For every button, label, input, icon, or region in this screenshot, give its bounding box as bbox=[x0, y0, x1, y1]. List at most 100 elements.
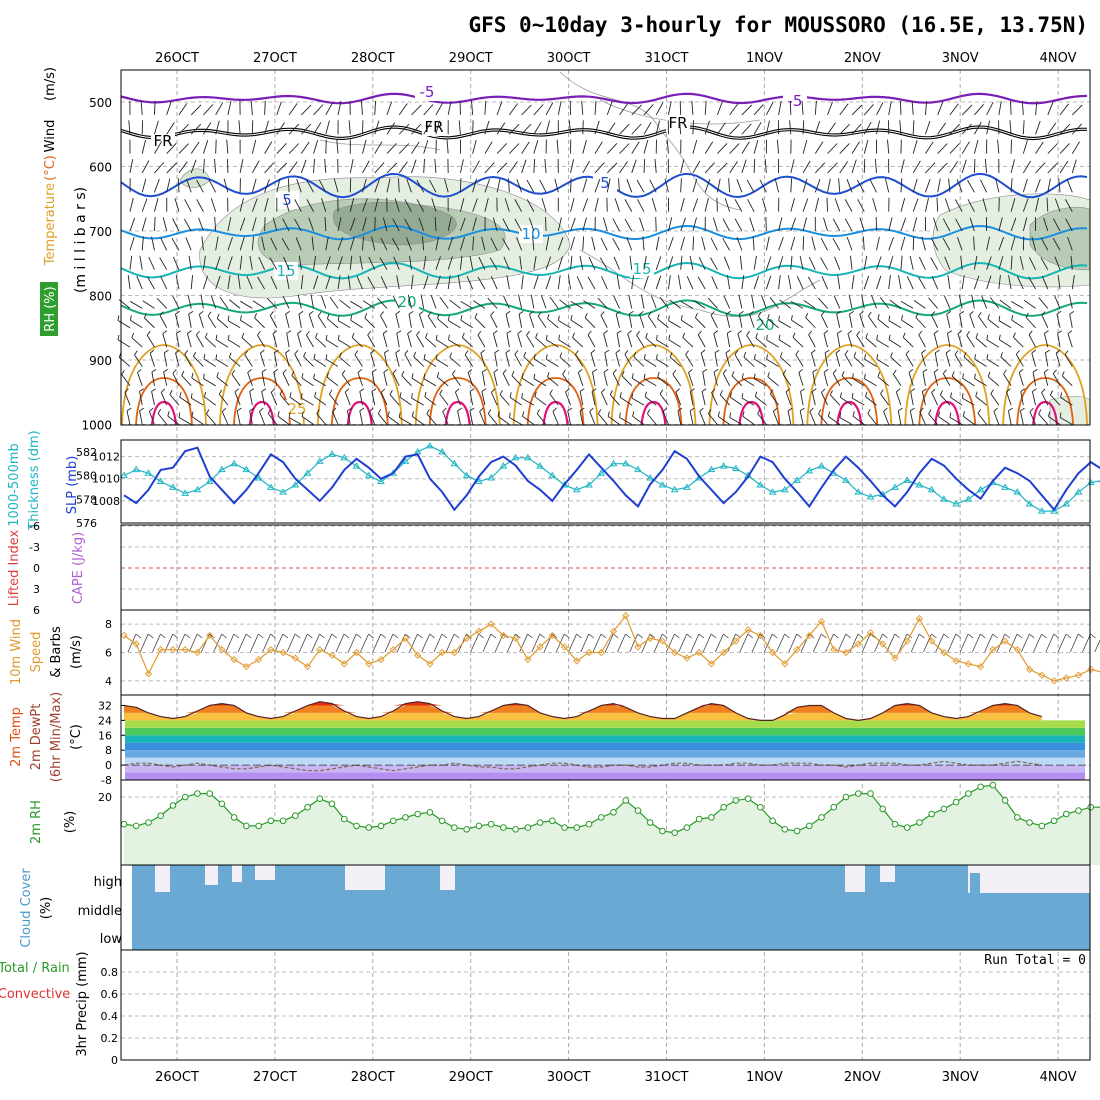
wind-barb bbox=[1041, 314, 1049, 328]
wind-barb bbox=[802, 198, 809, 212]
wind10m-point bbox=[365, 660, 373, 668]
wind-barb bbox=[1065, 199, 1073, 212]
thickness-point bbox=[450, 459, 459, 467]
wind-barb bbox=[466, 276, 474, 290]
wind-barb-flag bbox=[279, 389, 283, 395]
wind-barb bbox=[471, 100, 474, 115]
wind-barb-flag bbox=[298, 311, 304, 315]
wind-barb-flag bbox=[643, 354, 646, 360]
wind-barb bbox=[930, 257, 939, 270]
wind-barb bbox=[827, 122, 836, 135]
wind-barb bbox=[215, 358, 229, 367]
isotherm-minus5 bbox=[120, 92, 1088, 105]
wind-barb-flag bbox=[905, 350, 910, 355]
wind-barb bbox=[1047, 122, 1057, 135]
wind-barb bbox=[435, 358, 449, 367]
wind-barb bbox=[178, 417, 192, 425]
wind-barb-flag bbox=[437, 313, 440, 319]
wind-barb bbox=[134, 354, 143, 367]
wind-barb bbox=[861, 294, 865, 309]
wind-barb bbox=[734, 199, 743, 212]
wind-barb bbox=[339, 356, 351, 367]
wind-barb bbox=[459, 236, 465, 251]
wind-barb bbox=[215, 139, 217, 154]
wind-barb bbox=[344, 391, 351, 406]
wind-barb bbox=[1018, 372, 1024, 386]
wind-barb bbox=[897, 410, 902, 425]
rh-point bbox=[854, 790, 862, 797]
wind-barb bbox=[371, 371, 376, 386]
wind-barb-flag bbox=[957, 330, 963, 335]
wind-barb-flag bbox=[326, 372, 330, 378]
wind-barb bbox=[778, 275, 781, 290]
wind-barb bbox=[484, 120, 490, 135]
wind-barb bbox=[490, 392, 498, 406]
wind10m-barb bbox=[262, 633, 271, 653]
wind-barb bbox=[729, 417, 743, 425]
wind-barb bbox=[834, 256, 841, 270]
wind-barb-flag bbox=[945, 349, 951, 354]
wind-barb bbox=[614, 198, 620, 212]
wind-barb bbox=[201, 236, 204, 251]
wind10m-point bbox=[1038, 671, 1046, 679]
rh-point bbox=[194, 790, 201, 797]
thickness-point bbox=[719, 462, 728, 469]
wind10m-barb bbox=[127, 633, 137, 653]
wind-barb-flag bbox=[1064, 350, 1069, 355]
wind-barb bbox=[310, 294, 315, 309]
temp-band bbox=[125, 727, 1085, 736]
wind-barb-flag bbox=[865, 391, 868, 397]
wind-barb bbox=[535, 337, 547, 348]
wind-barb bbox=[386, 162, 398, 174]
wind-barb bbox=[399, 417, 412, 425]
rh-point bbox=[744, 795, 752, 803]
wind10m-point bbox=[450, 648, 459, 657]
wind-barb bbox=[1023, 299, 1036, 309]
wind-barb bbox=[518, 313, 523, 328]
wind-barb bbox=[175, 275, 180, 290]
thickness-point bbox=[683, 483, 691, 490]
thickness-point bbox=[315, 457, 324, 464]
wind-barb bbox=[426, 413, 437, 425]
wind10m-point bbox=[206, 631, 214, 640]
wind-barb-flag bbox=[469, 407, 475, 412]
wind-barb bbox=[1058, 178, 1061, 193]
wind-barb bbox=[680, 197, 685, 212]
wind-barb bbox=[496, 143, 508, 154]
wind-barb bbox=[227, 320, 241, 329]
wind-barb bbox=[1021, 100, 1024, 115]
wind10m-point bbox=[622, 612, 630, 620]
wind10m-barb bbox=[617, 633, 626, 653]
wind-barb-flag bbox=[517, 330, 522, 335]
wind-barb bbox=[594, 197, 599, 212]
temp2m-unit: (°C) bbox=[69, 724, 84, 750]
wind-barb bbox=[276, 162, 288, 174]
wind10m-barb bbox=[947, 633, 957, 653]
wind-barb bbox=[1054, 295, 1061, 309]
wind10m-point bbox=[157, 646, 165, 654]
wind10m-barb bbox=[213, 633, 223, 653]
wind-barb-flag bbox=[892, 369, 897, 375]
wind-barb-flag bbox=[978, 311, 982, 317]
rh-point bbox=[414, 810, 422, 818]
wind-barb bbox=[1010, 178, 1013, 193]
wind10m-barb bbox=[531, 633, 541, 653]
wind-barb bbox=[1059, 143, 1070, 154]
wind-barb bbox=[736, 179, 743, 193]
wind-barb-flag bbox=[482, 369, 487, 373]
wind-barb-flag bbox=[795, 350, 800, 355]
wind-barb bbox=[1003, 373, 1012, 387]
wind10m-point bbox=[658, 637, 667, 645]
wind-barb-flag bbox=[347, 407, 352, 412]
thickness-point bbox=[156, 477, 165, 484]
wind-barb bbox=[459, 197, 465, 212]
wind-barb bbox=[899, 100, 902, 115]
thickness-point bbox=[658, 481, 667, 488]
wind-barb-flag bbox=[805, 312, 809, 318]
panel-frame-slp bbox=[120, 439, 1091, 524]
cloud-partial bbox=[845, 892, 865, 893]
wind-barb bbox=[502, 237, 510, 251]
wind-barb bbox=[1065, 218, 1073, 232]
wind-barb bbox=[747, 199, 755, 212]
cloud-partial bbox=[345, 890, 385, 893]
